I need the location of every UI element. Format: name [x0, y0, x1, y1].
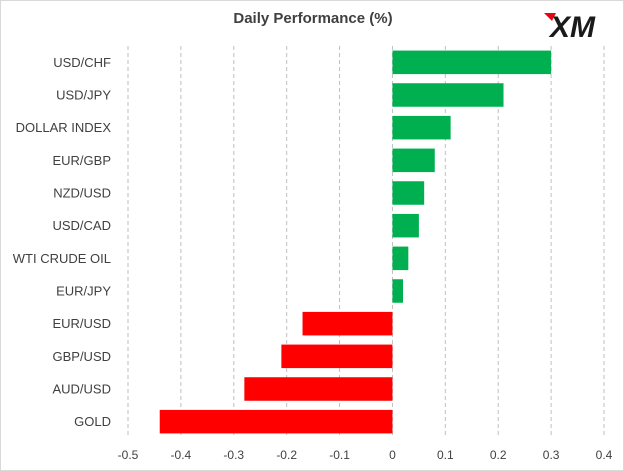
x-tick-label: -0.5 [118, 448, 139, 462]
category-label: AUD/USD [52, 382, 111, 397]
bar [281, 344, 393, 369]
bar [392, 246, 409, 271]
gridlines [127, 46, 605, 438]
x-tick-label: -0.1 [329, 448, 350, 462]
x-tick-label: 0.2 [490, 448, 507, 462]
xm-logo: XM [544, 11, 596, 44]
bar [392, 279, 404, 303]
bar [392, 181, 425, 205]
category-label: DOLLAR INDEX [16, 120, 112, 135]
x-tick-label: 0.3 [543, 448, 560, 462]
category-label: EUR/GBP [52, 153, 111, 168]
category-label: EUR/JPY [56, 284, 111, 299]
category-labels: USD/CHF USD/JPY DOLLAR INDEX EUR/GBP NZD/USD… [13, 55, 112, 429]
bar [392, 148, 435, 173]
bar [392, 83, 504, 107]
category-label: USD/JPY [56, 88, 111, 103]
bar [392, 50, 552, 75]
category-label: WTI CRUDE OIL [13, 251, 111, 266]
bar [159, 409, 393, 434]
bar [392, 115, 451, 140]
category-label: USD/CAD [52, 218, 111, 233]
bars [159, 50, 552, 434]
x-tick-label: -0.4 [171, 448, 192, 462]
logo-text: XM [548, 11, 596, 44]
category-label: GBP/USD [52, 349, 111, 364]
bar [392, 213, 419, 238]
x-tick-label: 0.4 [596, 448, 613, 462]
x-tick-label: 0 [389, 448, 396, 462]
category-label: GOLD [74, 414, 111, 429]
chart-title: Daily Performance (%) [233, 10, 393, 27]
category-label: USD/CHF [53, 55, 111, 70]
x-tick-labels: -0.5 -0.4 -0.3 -0.2 -0.1 0 0.1 0.2 0.3 0.4 [118, 448, 613, 462]
bar [302, 311, 393, 336]
category-label: NZD/USD [53, 186, 111, 201]
x-tick-label: -0.3 [223, 448, 244, 462]
x-tick-label: 0.1 [437, 448, 454, 462]
bar [244, 377, 393, 401]
x-tick-label: -0.2 [276, 448, 297, 462]
category-label: EUR/USD [52, 316, 111, 331]
logo-red-mark [544, 13, 556, 21]
